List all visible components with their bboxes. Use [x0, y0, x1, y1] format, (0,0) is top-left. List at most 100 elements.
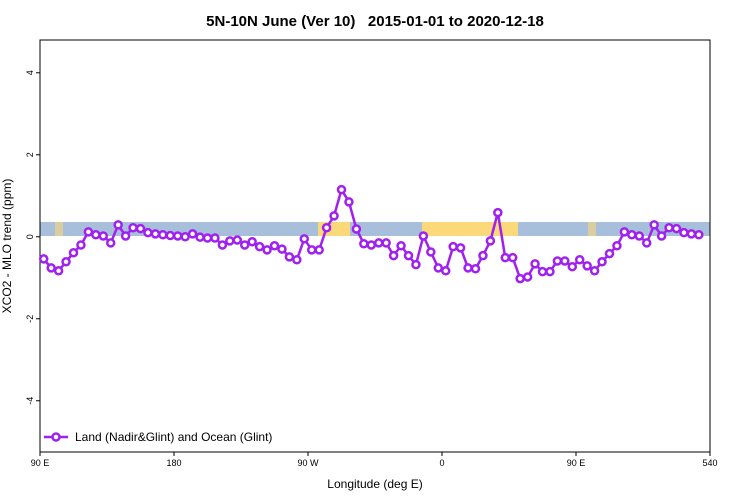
data-point — [604, 248, 615, 259]
data-point — [53, 266, 64, 276]
data-point — [61, 257, 71, 267]
data-point — [373, 238, 384, 248]
data-point — [158, 229, 168, 240]
data-point — [567, 261, 578, 272]
data-point — [582, 261, 592, 271]
data-point — [292, 254, 302, 265]
data-point — [143, 227, 153, 238]
data-point — [433, 263, 444, 273]
x-axis-label: Longitude (deg E) — [327, 477, 422, 491]
data-point — [500, 252, 511, 263]
data-point — [552, 256, 563, 266]
data-point — [634, 231, 645, 241]
data-point — [612, 241, 622, 251]
data-point — [113, 220, 123, 230]
data-point — [284, 252, 295, 262]
data-point — [262, 245, 272, 255]
data-point — [388, 250, 399, 261]
land-band — [588, 222, 596, 236]
data-point — [366, 240, 377, 250]
data-point — [187, 229, 198, 239]
x-tick-label: 90 W — [297, 458, 319, 468]
data-point — [225, 236, 235, 246]
data-point — [239, 240, 250, 250]
data-point — [522, 272, 533, 282]
data-point — [359, 238, 369, 249]
data-point — [694, 229, 704, 240]
data-point — [619, 227, 630, 237]
data-point — [463, 263, 473, 273]
data-point — [426, 247, 436, 257]
data-point — [664, 223, 674, 233]
data-point — [344, 197, 354, 207]
data-point — [172, 231, 183, 241]
data-point — [418, 231, 429, 241]
data-point — [254, 241, 265, 252]
data-point — [277, 244, 287, 254]
data-point — [91, 229, 101, 240]
x-tick-label: 0 — [439, 458, 444, 468]
data-point — [336, 184, 347, 195]
data-point — [574, 254, 585, 265]
data-point — [314, 245, 324, 255]
data-point — [515, 273, 525, 284]
data-point — [83, 227, 94, 237]
data-point — [202, 233, 213, 243]
data-point — [589, 266, 600, 276]
data-point — [120, 231, 131, 241]
land-band — [55, 222, 63, 236]
x-tick-label: 180 — [166, 458, 181, 468]
data-point — [537, 266, 548, 277]
data-point — [545, 266, 555, 277]
data-point — [381, 238, 391, 248]
data-point — [351, 224, 362, 234]
y-tick-label: 4 — [25, 70, 35, 75]
data-point — [195, 232, 205, 242]
y-axis-label: XCO2 - MLO trend (ppm) — [0, 179, 14, 314]
data-point — [210, 233, 220, 243]
plot-frame — [39, 39, 711, 453]
data-point — [530, 259, 540, 269]
data-point — [217, 240, 228, 250]
y-tick-label: 2 — [25, 152, 35, 157]
ocean-band — [40, 222, 710, 236]
data-point — [627, 229, 637, 240]
data-point — [560, 256, 570, 266]
chart-title: 5N-10N June (Ver 10) 2015-01-01 to 2020-… — [206, 13, 544, 30]
data-point — [396, 241, 406, 251]
data-point — [329, 211, 339, 221]
land-band — [422, 222, 518, 236]
data-point — [455, 243, 466, 253]
data-point — [656, 231, 667, 241]
data-point — [135, 223, 146, 234]
data-point — [68, 248, 79, 258]
data-point — [150, 229, 161, 239]
data-point — [485, 236, 496, 246]
data-point — [247, 236, 257, 247]
data-point — [641, 238, 652, 248]
data-point — [105, 238, 116, 248]
data-point — [649, 220, 659, 230]
legend-marker — [51, 432, 61, 442]
data-point — [98, 231, 109, 241]
x-tick-label: 90 E — [31, 458, 50, 468]
data-point — [448, 241, 458, 252]
data-point — [470, 264, 481, 274]
data-point — [306, 245, 317, 255]
x-tick-label: 540 — [702, 458, 717, 468]
data-point — [478, 250, 488, 261]
data-point — [269, 241, 280, 251]
data-point — [440, 266, 451, 276]
data-point — [180, 232, 190, 242]
y-tick-label: 0 — [25, 234, 35, 239]
data-point — [671, 223, 682, 234]
data-point — [403, 250, 414, 261]
data-point — [46, 263, 56, 273]
data-point — [686, 229, 697, 239]
data-point — [165, 230, 176, 241]
data-point — [597, 257, 607, 267]
data-point — [232, 235, 243, 245]
data-point — [76, 240, 86, 250]
y-tick-label: -2 — [25, 315, 35, 323]
